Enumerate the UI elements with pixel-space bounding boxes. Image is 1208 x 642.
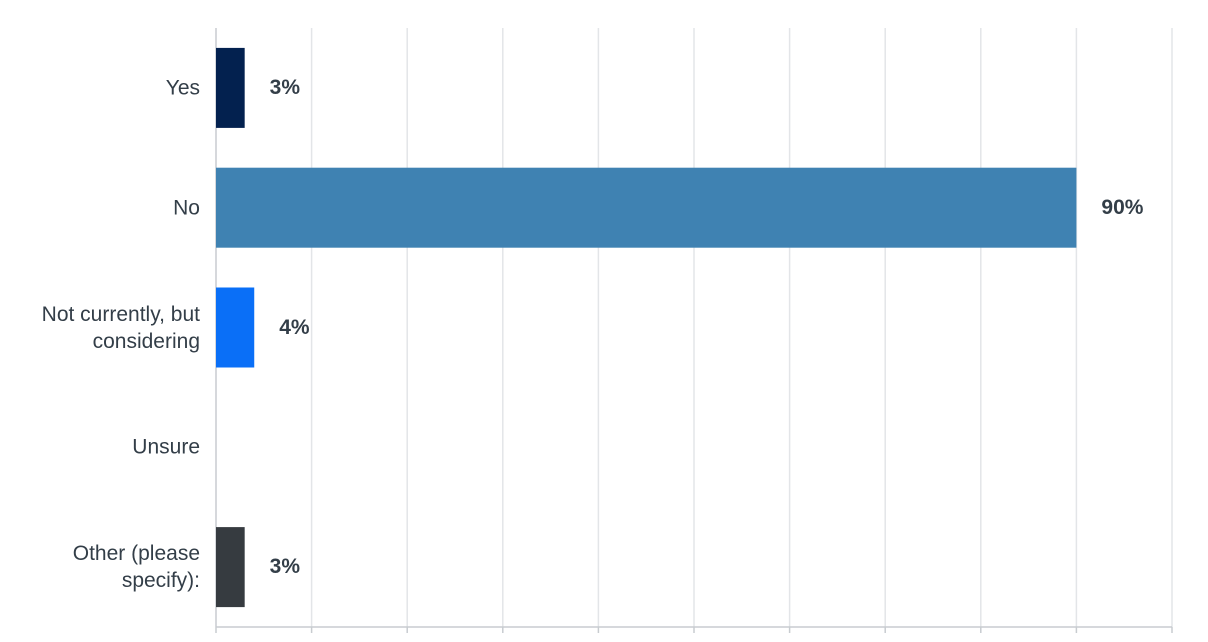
category-label: Unsure <box>132 435 200 459</box>
bar <box>216 47 245 128</box>
bar <box>216 167 1077 248</box>
category-label: Other (please specify): <box>72 542 200 593</box>
bar <box>216 527 245 608</box>
value-label: 90% <box>1101 195 1144 219</box>
value-label: 4% <box>279 315 310 339</box>
category-label: No <box>173 196 200 220</box>
bar <box>216 287 255 368</box>
value-label: 3% <box>269 75 301 99</box>
category-label: Yes <box>165 76 200 100</box>
value-label: 3% <box>269 555 301 579</box>
category-label: Not currently, but considering <box>41 302 200 353</box>
